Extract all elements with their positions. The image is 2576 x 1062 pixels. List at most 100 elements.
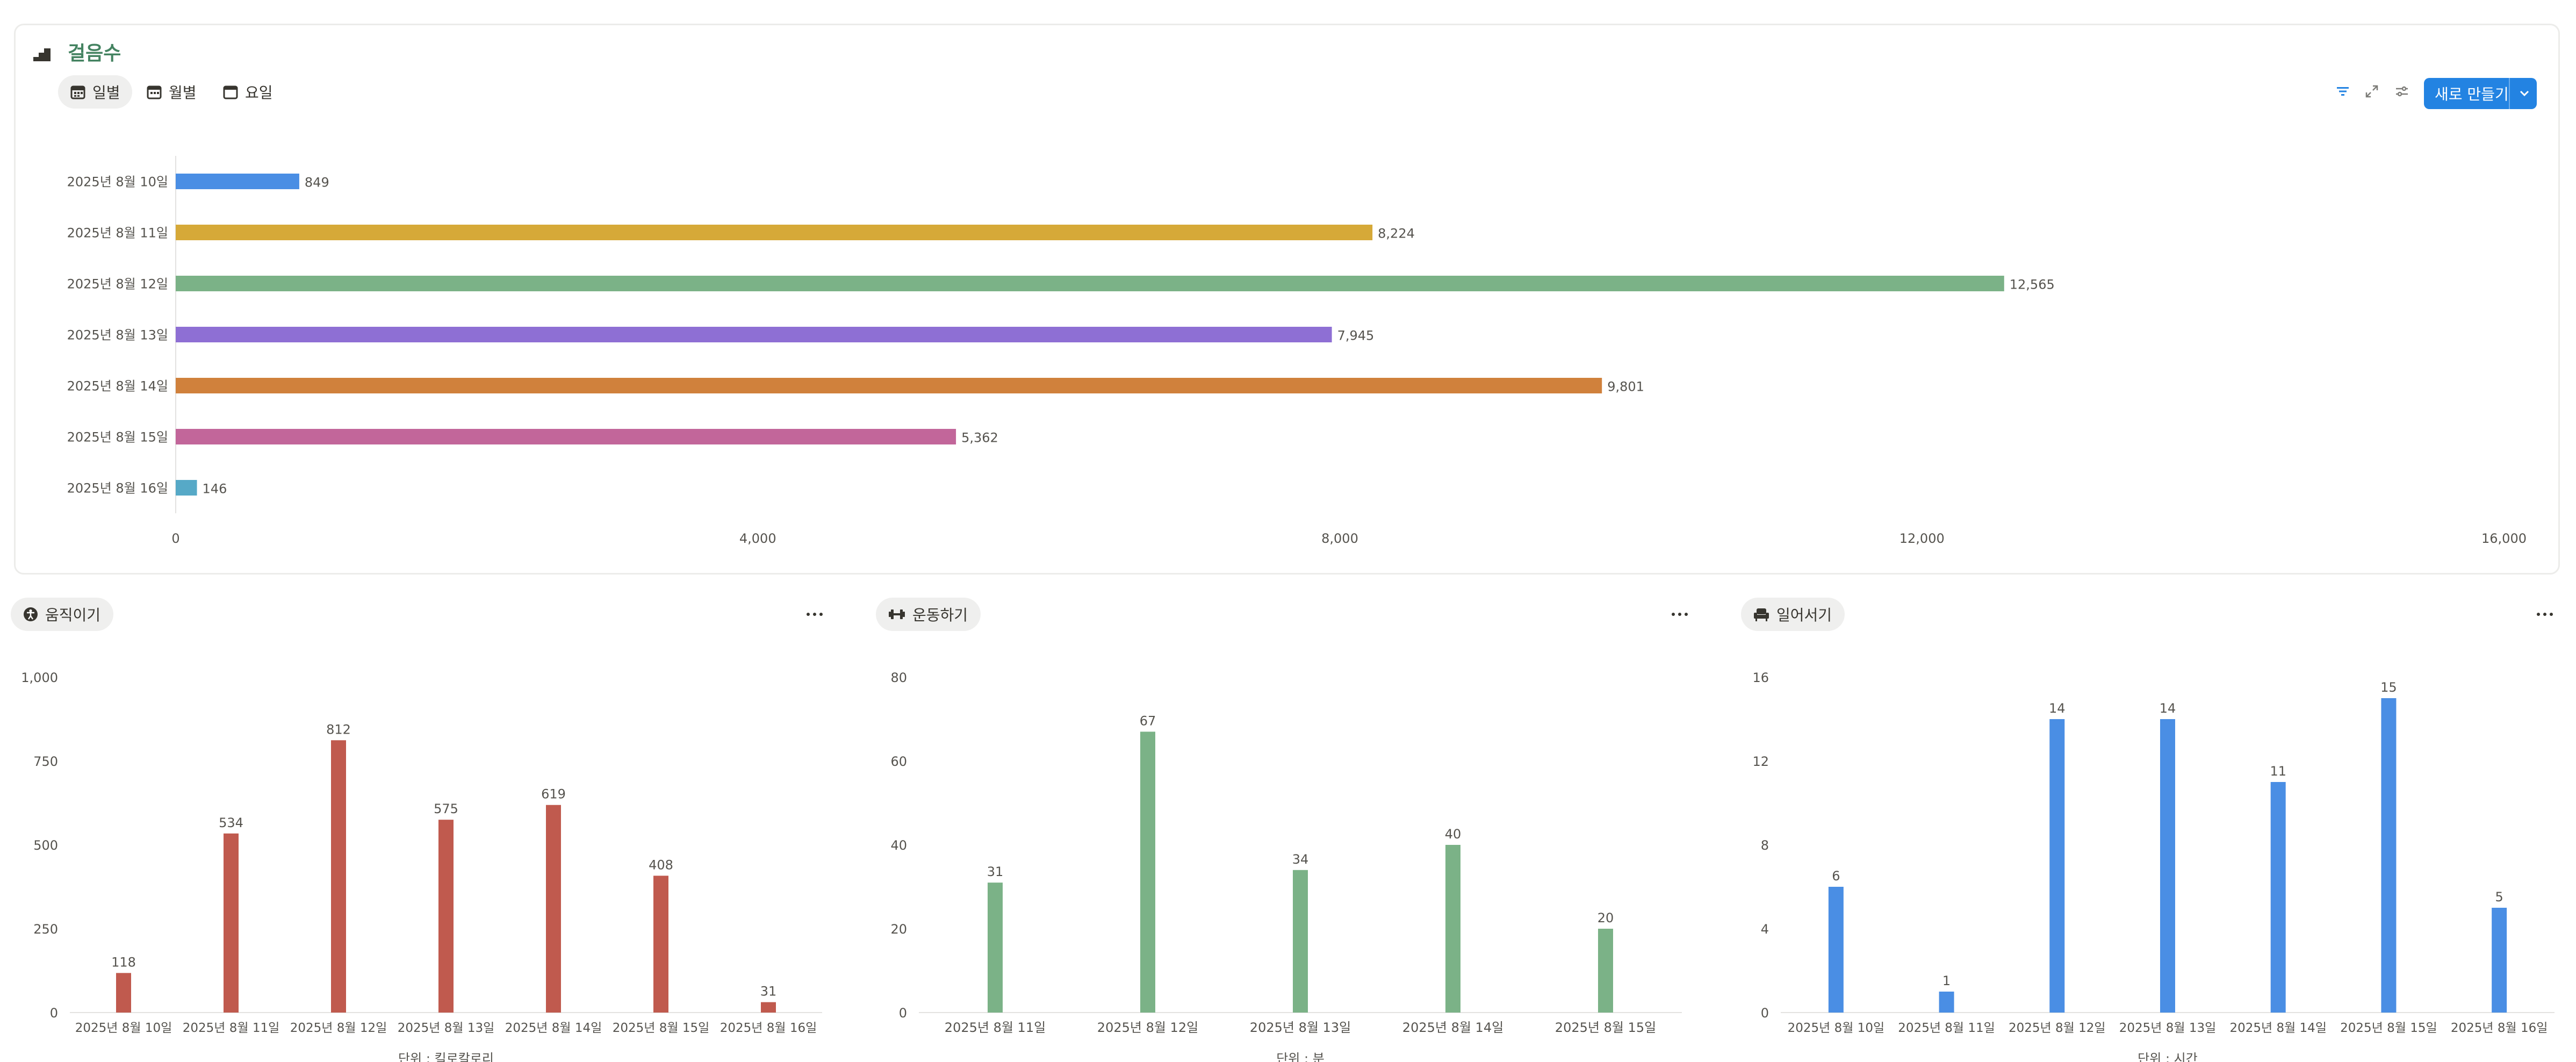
value-label: 5	[2495, 889, 2503, 905]
panel-title-exercise: 운동하기	[912, 606, 968, 624]
value-label: 12,565	[2010, 277, 2055, 292]
more-icon[interactable]	[2533, 606, 2557, 622]
value-label: 534	[219, 815, 243, 830]
bar	[176, 276, 2004, 291]
bar	[116, 973, 131, 1013]
more-icon[interactable]	[1668, 606, 1692, 622]
tab-weekday[interactable]: 요일	[211, 75, 285, 109]
value-label: 20	[1598, 910, 1614, 925]
category-label: 2025년 8월 14일	[2229, 1021, 2327, 1035]
value-label: 7,945	[1337, 328, 1375, 343]
x-axis-title: 단위 : 분	[1276, 1051, 1325, 1062]
armchair-icon	[1754, 608, 1769, 621]
bar	[1828, 887, 1844, 1013]
new-button-label: 새로 만들기	[2435, 85, 2509, 103]
category-label: 2025년 8월 12일	[290, 1021, 387, 1035]
bar	[2492, 908, 2507, 1013]
category-label: 2025년 8월 12일	[1097, 1020, 1198, 1035]
category-label: 2025년 8월 15일	[1555, 1020, 1656, 1035]
x-tick-label: 4,000	[739, 531, 776, 546]
calendar-icon	[70, 85, 85, 99]
value-label: 619	[541, 787, 566, 802]
x-tick-label: 16,000	[2481, 531, 2527, 546]
bar	[761, 1002, 776, 1013]
value-label: 40	[1445, 827, 1462, 842]
value-label: 67	[1140, 713, 1156, 728]
tab-daily[interactable]: 일별	[58, 75, 132, 109]
value-label: 408	[649, 857, 673, 872]
category-label: 2025년 8월 13일	[67, 328, 168, 343]
category-label: 2025년 8월 14일	[505, 1021, 602, 1035]
bar	[1140, 731, 1155, 1013]
value-label: 9,801	[1607, 379, 1644, 394]
bar	[176, 429, 956, 444]
y-tick-label: 20	[890, 922, 907, 937]
y-tick-label: 0	[1761, 1006, 1769, 1021]
more-icon[interactable]	[803, 606, 826, 622]
bar	[331, 740, 346, 1013]
y-tick-label: 0	[50, 1006, 58, 1021]
bar	[224, 833, 239, 1013]
value-label: 849	[305, 175, 329, 190]
exercise-bar-chart: 0 20 40 60 80 31 2025년 8월 11일 67 2025년 8월 12일 34 2…	[890, 670, 1682, 1062]
y-tick-label: 8	[1761, 838, 1769, 853]
y-tick-label: 40	[890, 838, 907, 853]
category-label: 2025년 8월 15일	[67, 430, 168, 445]
value-label: 34	[1292, 852, 1309, 867]
steps-bar-chart: 2025년 8월 10일 849 2025년 8월 11일 8,224 2025년 8월…	[67, 156, 2527, 546]
bar	[2160, 719, 2175, 1013]
move-bar-chart: 0 250 500 750 1,000 118 2025년 8월 10일 534 2025년 8…	[21, 670, 822, 1062]
value-label: 31	[760, 984, 777, 999]
y-tick-label: 12	[1752, 754, 1769, 769]
bar	[1939, 992, 1954, 1013]
value-label: 11	[2270, 764, 2286, 779]
value-label: 1	[1942, 973, 1951, 988]
category-label: 2025년 8월 16일	[2451, 1021, 2548, 1035]
stand-bar-chart: 0 4 8 12 16 6 2025년 8월 10일 1 2025년 8월 11일 14 2025년…	[1752, 670, 2555, 1062]
category-label: 2025년 8월 10일	[75, 1021, 172, 1035]
value-label: 31	[987, 864, 1004, 879]
category-label: 2025년 8월 12일	[67, 277, 168, 292]
bar	[1598, 929, 1613, 1013]
x-tick-label: 12,000	[1899, 531, 1945, 546]
category-label: 2025년 8월 15일	[2340, 1021, 2437, 1035]
panel-chip-move[interactable]: 움직이기	[11, 598, 114, 631]
category-label: 2025년 8월 10일	[1788, 1021, 1885, 1035]
chevron-down-icon[interactable]	[2516, 85, 2532, 102]
tab-monthly[interactable]: 월별	[134, 75, 208, 109]
panel-chip-exercise[interactable]: 운동하기	[876, 598, 981, 631]
category-label: 2025년 8월 13일	[398, 1021, 495, 1035]
category-label: 2025년 8월 13일	[1250, 1020, 1351, 1035]
category-label: 2025년 8월 16일	[67, 481, 168, 496]
bar	[653, 876, 668, 1013]
x-tick-label: 0	[171, 531, 179, 546]
bar	[176, 378, 1602, 393]
value-label: 812	[326, 722, 351, 737]
y-tick-label: 0	[899, 1006, 907, 1021]
category-label: 2025년 8월 11일	[945, 1020, 1046, 1035]
x-tick-label: 8,000	[1321, 531, 1358, 546]
category-label: 2025년 8월 10일	[67, 175, 168, 190]
settings-sliders-icon[interactable]	[2392, 82, 2412, 101]
category-label: 2025년 8월 12일	[2009, 1021, 2106, 1035]
category-label: 2025년 8월 11일	[67, 226, 168, 241]
bar	[2381, 698, 2397, 1013]
chart-title: 걸음수	[68, 42, 121, 64]
panel-chip-stand[interactable]: 일어서기	[1741, 598, 1845, 631]
new-button[interactable]: 새로 만들기	[2424, 78, 2537, 109]
x-axis-title: 단위 : 시간	[2138, 1051, 2198, 1062]
value-label: 118	[111, 955, 136, 970]
value-label: 14	[2049, 701, 2066, 716]
calendar-icon	[223, 85, 238, 99]
calendar-icon	[147, 85, 162, 99]
bar	[546, 805, 561, 1013]
filter-icon[interactable]	[2333, 82, 2352, 101]
expand-icon[interactable]	[2362, 82, 2381, 101]
bar	[176, 480, 197, 496]
category-label: 2025년 8월 15일	[613, 1021, 710, 1035]
steps-chart-card	[14, 24, 2560, 575]
bar	[176, 327, 1332, 342]
tab-monthly-label: 월별	[169, 84, 197, 102]
value-label: 8,224	[1378, 226, 1415, 241]
